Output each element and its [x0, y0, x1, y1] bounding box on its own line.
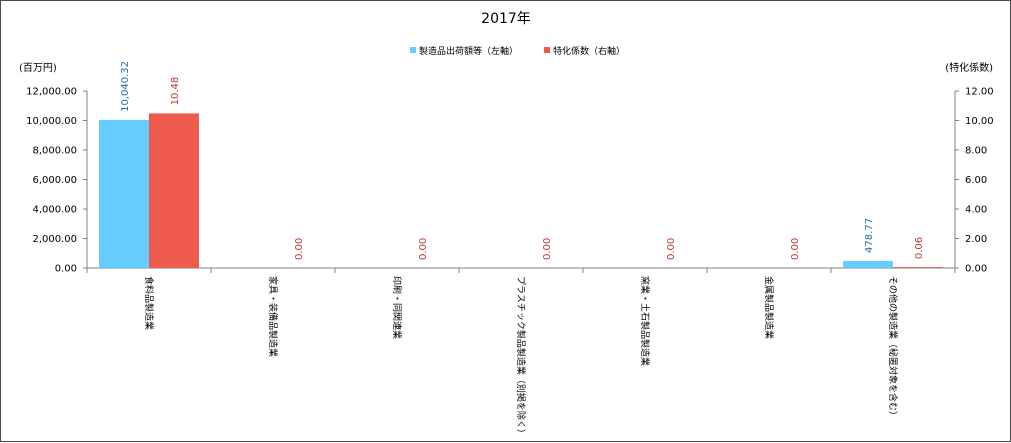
category-label: 食料品製造業	[143, 276, 155, 330]
y2-tick-label: 12.00	[965, 87, 994, 98]
y2-tick-label: 2.00	[965, 234, 987, 245]
bar-shipments	[99, 119, 149, 269]
y-tick-label: 10,000.00	[26, 116, 77, 127]
category-label: 金属製品製造業	[763, 276, 775, 339]
y-tick-label: 6,000.00	[32, 175, 77, 186]
data-label-specialization: 0.00	[790, 238, 801, 260]
category-label: 家具・装備品製造業	[267, 276, 279, 357]
y2-tick-label: 8.00	[965, 146, 987, 157]
data-label-specialization: 0.00	[542, 238, 553, 260]
legend: 製造品出荷額等（左軸） 特化係数（右軸）	[410, 45, 625, 57]
y-tick-label: 12,000.00	[26, 87, 77, 98]
y2-axis-title: (特化係数)	[945, 61, 993, 74]
legend-swatch	[410, 47, 416, 53]
legend-swatch	[544, 47, 550, 53]
data-label-specialization: 0.00	[294, 238, 305, 260]
data-label-specialization: 10.48	[170, 77, 181, 106]
category-label: 印刷・同関連業	[391, 276, 403, 339]
category-label: 窯業・土石製品製造業	[639, 276, 651, 366]
bar-shipments	[843, 260, 893, 268]
category-label: プラスチック製品製造業（別掲を除く）	[515, 276, 527, 438]
data-labels: 10,040.32 10.48 0.00 0.00 0.00 0.00 0.00 478.77…	[120, 61, 925, 260]
chart-title: 2017年	[481, 11, 531, 27]
axes: 0.00 0.00 2,000.00 2.00 4,000.00 4.00 6,000.00…	[26, 87, 994, 275]
category-labels: 食料品製造業 家具・装備品製造業 印刷・同関連業 プラスチック製品製造業（別掲を除く）…	[143, 276, 899, 438]
y-tick-label: 2,000.00	[32, 234, 77, 245]
y-axis-title: (百万円)	[19, 62, 57, 74]
data-label-shipments: 10,040.32	[120, 61, 131, 112]
y2-tick-label: 4.00	[965, 205, 987, 216]
legend-label: 製造品出荷額等（左軸）	[419, 45, 518, 57]
y2-tick-label: 6.00	[965, 175, 987, 186]
bar-specialization	[893, 267, 943, 268]
y-tick-label: 0.00	[55, 264, 77, 275]
y2-tick-label: 0.00	[965, 264, 987, 275]
y-tick-label: 8,000.00	[32, 146, 77, 157]
bars	[99, 113, 943, 269]
data-label-specialization: 0.06	[914, 237, 925, 259]
y-tick-label: 4,000.00	[32, 205, 77, 216]
y2-tick-label: 10.00	[965, 116, 994, 127]
category-label: その他の製造業（秘匿対象を含む）	[887, 276, 899, 420]
bar-specialization	[149, 113, 199, 268]
data-label-specialization: 0.00	[418, 238, 429, 260]
data-label-shipments: 478.77	[864, 218, 875, 253]
data-label-specialization: 0.00	[666, 238, 677, 260]
legend-label: 特化係数（右軸）	[553, 45, 625, 57]
